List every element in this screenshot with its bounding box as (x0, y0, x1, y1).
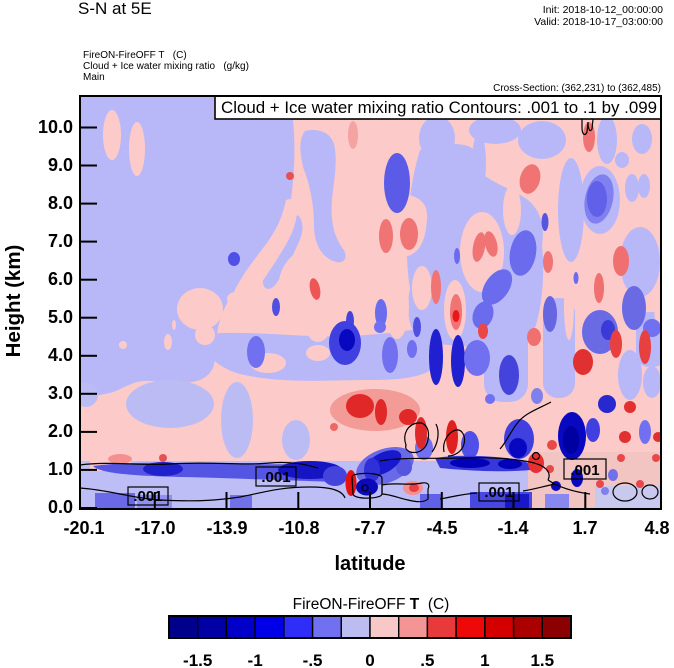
svg-text:Main: Main (83, 72, 105, 83)
svg-text:4.8: 4.8 (644, 518, 669, 538)
svg-text:5.0: 5.0 (48, 307, 73, 327)
svg-text:-7.7: -7.7 (354, 518, 385, 538)
svg-text:Valid: 2018-10-17_03:00:00: Valid: 2018-10-17_03:00:00 (534, 16, 663, 28)
svg-text:3.0: 3.0 (48, 383, 73, 403)
svg-text:2.0: 2.0 (48, 421, 73, 441)
svg-text:-1.4: -1.4 (497, 518, 528, 538)
svg-text:.001: .001 (570, 462, 599, 479)
svg-text:Init: 2018-10-12_00:00:00: Init: 2018-10-12_00:00:00 (543, 4, 663, 16)
svg-text:-4.5: -4.5 (426, 518, 457, 538)
svg-text:0.0: 0.0 (48, 497, 73, 517)
svg-text:Cross-Section: (362,231) to (3: Cross-Section: (362,231) to (362,485) (493, 83, 661, 94)
svg-text:-1.5: -1.5 (183, 651, 212, 668)
svg-text:.001: .001 (261, 469, 290, 486)
svg-text:1.0: 1.0 (48, 459, 73, 479)
svg-text:0: 0 (365, 651, 374, 668)
svg-text:Height (km): Height (km) (2, 245, 25, 358)
svg-text:1: 1 (480, 651, 489, 668)
svg-text:.001: .001 (133, 488, 162, 505)
svg-text:FireON-FireOFF T (C): FireON-FireOFF T (C) (293, 596, 450, 613)
svg-text:-10.8: -10.8 (278, 518, 319, 538)
svg-text:-20.1: -20.1 (63, 518, 104, 538)
svg-text:-17.0: -17.0 (134, 518, 175, 538)
svg-text:8.0: 8.0 (48, 193, 73, 213)
svg-text:.001: .001 (484, 484, 513, 501)
svg-text:1.7: 1.7 (572, 518, 597, 538)
svg-text:S-N at 5E: S-N at 5E (78, 0, 152, 18)
svg-text:4.0: 4.0 (48, 345, 73, 365)
svg-text:-.5: -.5 (303, 651, 323, 668)
svg-text:Cloud + Ice water mixing ratio: Cloud + Ice water mixing ratio Contours:… (221, 98, 657, 117)
svg-text:6.0: 6.0 (48, 269, 73, 289)
svg-text:9.0: 9.0 (48, 155, 73, 175)
svg-text:FireON-FireOFF T (C): FireON-FireOFF T (C) (83, 50, 187, 61)
svg-text:-13.9: -13.9 (206, 518, 247, 538)
svg-text:7.0: 7.0 (48, 231, 73, 251)
svg-text:10.0: 10.0 (38, 117, 73, 137)
svg-text:latitude: latitude (334, 553, 405, 575)
svg-text:1.5: 1.5 (530, 651, 554, 668)
svg-text:.5: .5 (420, 651, 434, 668)
svg-text:Cloud + Ice water mixing ratio: Cloud + Ice water mixing ratio (g/kg) (83, 61, 249, 72)
svg-text:-1: -1 (248, 651, 263, 668)
